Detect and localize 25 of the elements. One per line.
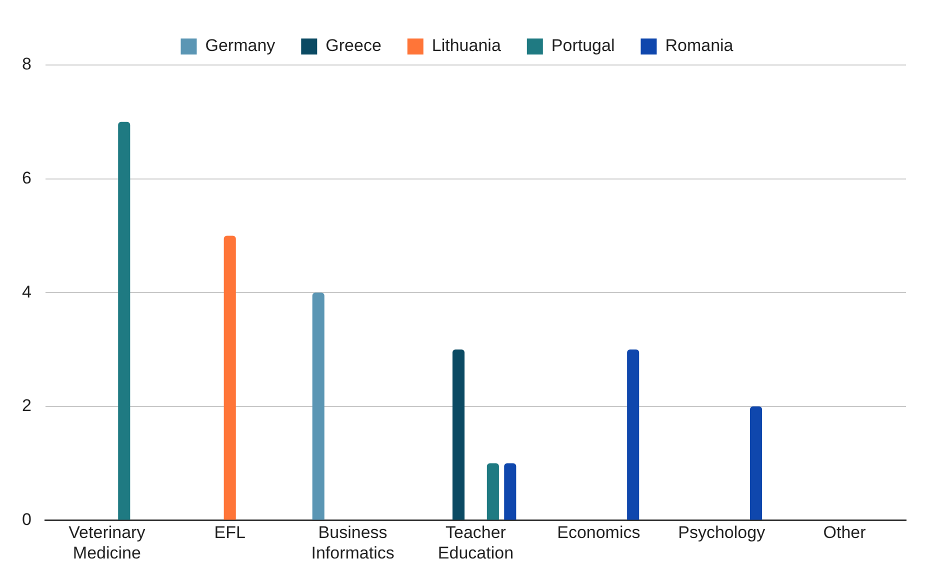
bar xyxy=(452,350,465,520)
y-tick-label: 8 xyxy=(22,54,32,74)
x-tick-label: Teacher Education xyxy=(438,523,514,562)
legend-label: Greece xyxy=(326,36,382,56)
x-tick-label: Other xyxy=(823,523,866,542)
bar xyxy=(750,406,762,520)
x-tick-label: EFL xyxy=(214,523,246,542)
bar xyxy=(118,122,130,520)
legend-label: Portugal xyxy=(551,36,615,56)
bar xyxy=(627,350,640,520)
x-tick-label: Veterinary Medicine xyxy=(68,523,146,562)
y-tick-label: 4 xyxy=(22,282,32,302)
bar xyxy=(312,292,324,520)
legend-label: Lithuania xyxy=(432,36,502,56)
legend-label: Romania xyxy=(665,36,734,56)
y-tick-label: 6 xyxy=(22,168,32,188)
x-tick-label: Economics xyxy=(557,523,640,542)
y-tick-label: 2 xyxy=(22,396,32,416)
legend-label: Germany xyxy=(205,36,276,56)
x-tick-label: Psychology xyxy=(678,523,766,542)
x-tick-label: Business Informatics xyxy=(311,523,394,562)
bar xyxy=(224,236,236,520)
bar xyxy=(486,463,499,520)
y-tick-label: 0 xyxy=(22,510,32,529)
bar xyxy=(504,463,516,520)
